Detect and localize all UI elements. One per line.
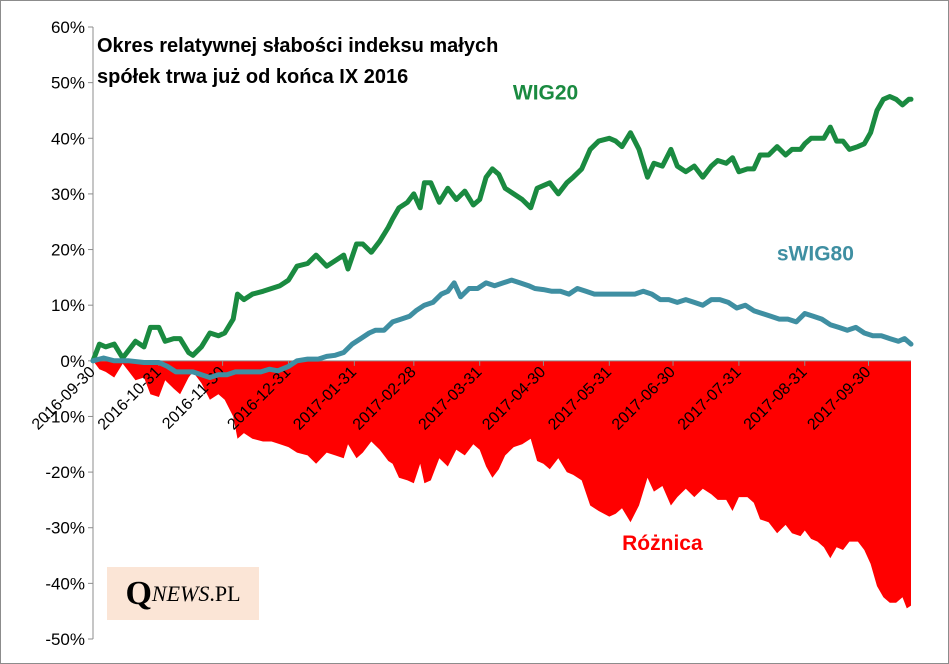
difference-area-layer [93,360,911,609]
chart-title-line-1: Okres relatywnej słabości indeksu małych [97,35,498,57]
y-tick-label: 10% [51,296,85,315]
chart-title: Okres relatywnej słabości indeksu małych… [97,35,498,88]
logo-news: NEWS [151,580,210,606]
series-label-wig20: WIG20 [513,81,578,104]
y-tick-label: 0% [60,352,85,371]
series-label-swig80: sWIG80 [777,243,854,266]
qnews-logo: Q NEWS .PL [107,567,259,620]
y-tick-label: 40% [51,129,85,148]
y-tick-label: -40% [45,574,85,593]
y-tick-label: 60% [51,18,85,37]
series-line-layer [90,94,914,380]
series-label-layer: WIG20 sWIG80 Różnica [513,81,854,555]
series-area-r-nica [93,360,911,609]
logo-q: Q [125,574,152,612]
y-tick-label: 30% [51,185,85,204]
y-tick-label: -50% [45,630,85,649]
logo-pl: .PL [209,580,241,606]
y-tick-label: 50% [51,74,85,93]
y-tick-label: -30% [45,519,85,538]
series-line-wig20 [90,94,914,364]
series-label-r-nica: Różnica [622,532,703,555]
y-tick-label: 20% [51,241,85,260]
y-tick-label: -10% [45,407,85,426]
series-line-swig80 [90,277,914,380]
chart-title-line-2: spółek trwa już od końca IX 2016 [97,66,408,88]
x-tick-label: 2016-10-31 [95,364,165,434]
y-tick-label: -20% [45,463,85,482]
